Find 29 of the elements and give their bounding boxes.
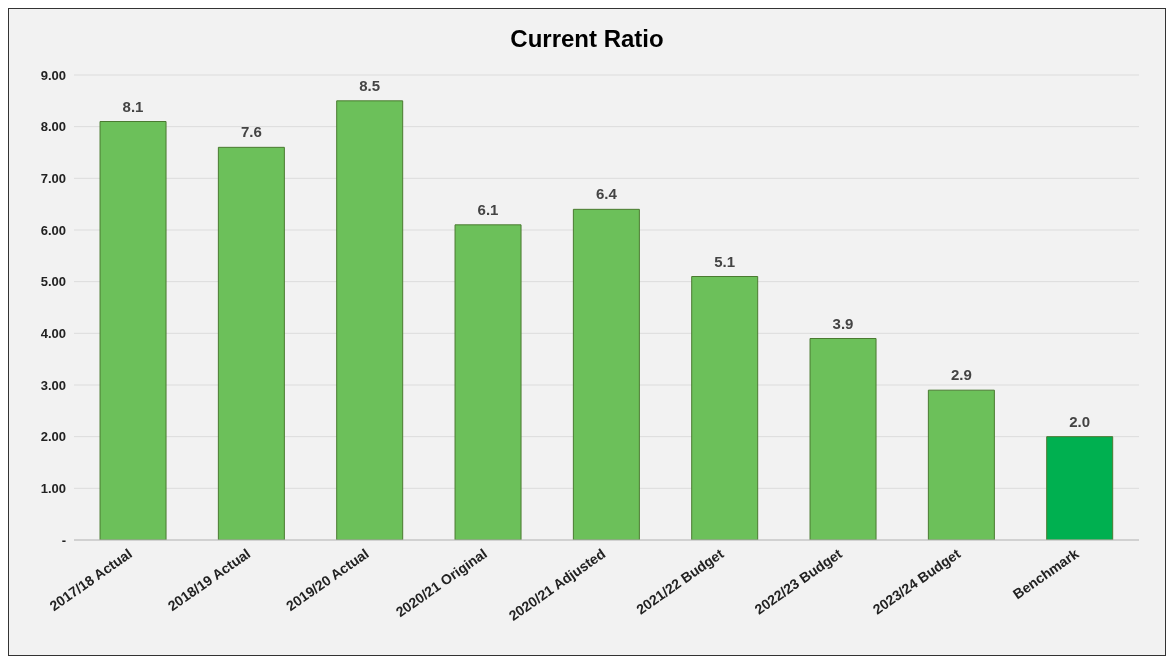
y-tick-label: 5.00 (40, 274, 66, 290)
y-tick-label: 2.00 (40, 429, 66, 445)
y-tick-label: - (61, 532, 66, 548)
bar (336, 100, 404, 540)
y-tick-label: 3.00 (40, 377, 66, 393)
bar (809, 338, 877, 540)
y-tick-label: 7.00 (40, 170, 66, 186)
data-label: 6.4 (595, 185, 618, 203)
bar (1046, 436, 1114, 540)
bar (691, 276, 759, 540)
data-label: 6.1 (477, 200, 499, 218)
data-label: 2.0 (1069, 412, 1091, 430)
chart-title: Current Ratio (509, 24, 665, 54)
bar (927, 389, 995, 540)
y-tick-label: 8.00 (40, 119, 66, 135)
y-tick-label: 9.00 (40, 67, 66, 83)
y-tick-label: 1.00 (40, 480, 66, 496)
y-tick-label: 6.00 (40, 222, 66, 238)
data-label: 3.9 (832, 314, 854, 332)
bar (217, 146, 285, 540)
y-tick-label: 4.00 (40, 325, 66, 341)
data-label: 2.9 (950, 366, 972, 384)
data-label: 5.1 (714, 252, 736, 270)
bar (99, 121, 167, 540)
bar (454, 224, 522, 540)
data-label: 8.5 (359, 76, 381, 94)
data-label: 8.1 (122, 97, 144, 115)
data-label: 7.6 (240, 123, 262, 141)
bar (572, 208, 640, 540)
